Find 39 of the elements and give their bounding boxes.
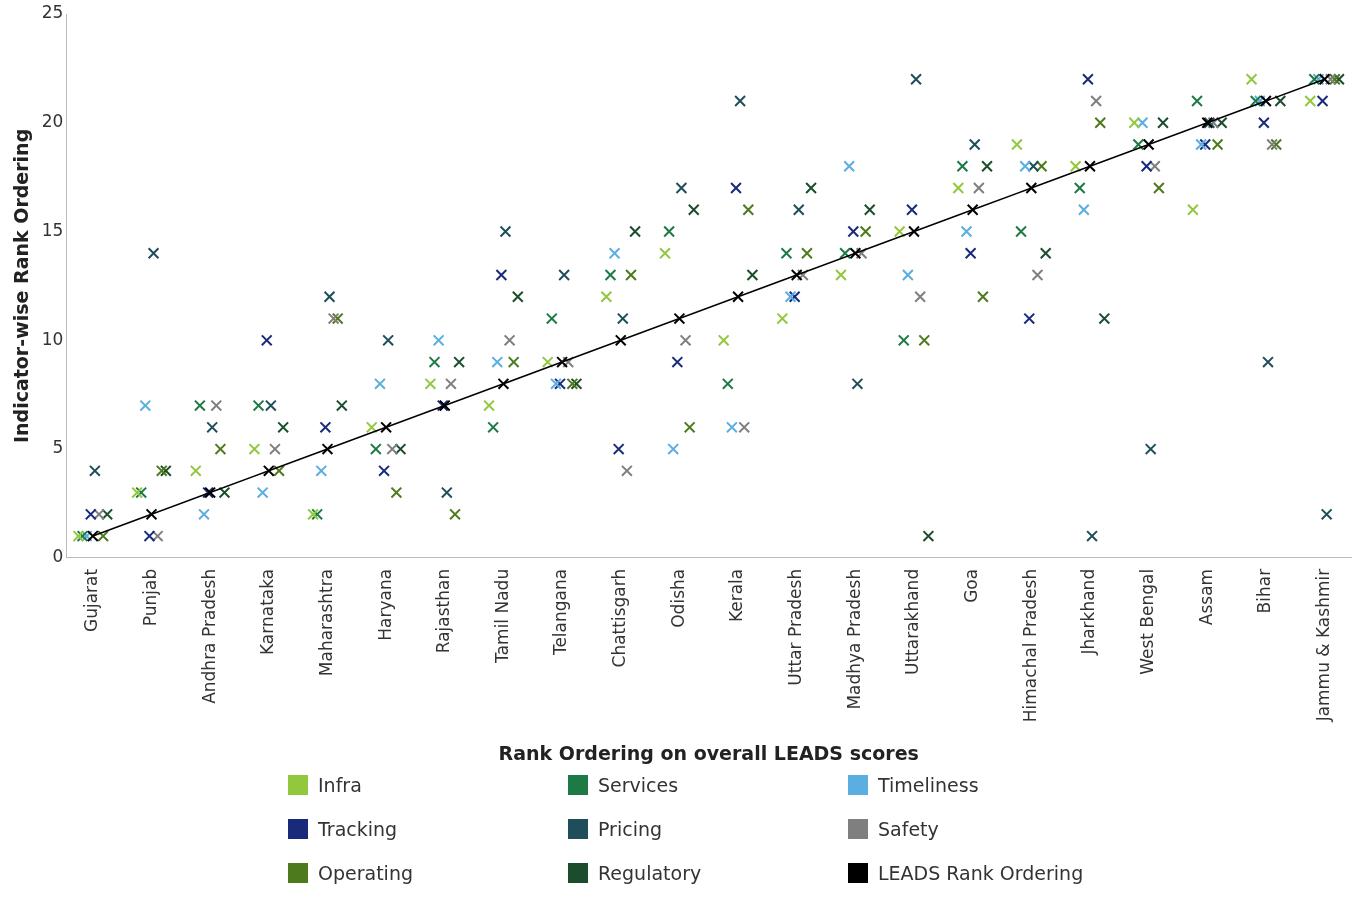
x-tick-label: Telangana — [550, 568, 571, 657]
x-tick-label: Jammu & Kashmir — [1313, 568, 1334, 723]
x-tick-label: Punjab — [139, 568, 160, 627]
legend-label: Timeliness — [878, 774, 979, 796]
x-tick-label: Kerala — [726, 568, 747, 623]
legend-label: Services — [598, 774, 679, 796]
legend-label: Regulatory — [598, 862, 702, 884]
x-tick-label: Gujarat — [81, 568, 102, 632]
x-tick-label: Andhra Pradesh — [198, 568, 219, 704]
y-axis-title: Indicator-wise Rank Ordering — [10, 128, 33, 444]
legend-label: LEADS Rank Ordering — [878, 862, 1084, 884]
y-tick-label: 15 — [41, 219, 64, 240]
x-axis-title: Rank Ordering on overall LEADS scores — [498, 741, 919, 764]
x-tick-label: Jharkhand — [1078, 568, 1099, 656]
x-tick-label: Maharashtra — [315, 568, 336, 677]
x-tick-label: Assam — [1195, 568, 1216, 626]
legend-label: Safety — [878, 818, 939, 840]
x-tick-label: West Bengal — [1137, 568, 1158, 675]
x-tick-label: Himachal Pradesh — [1019, 568, 1040, 723]
x-tick-label: Uttar Pradesh — [785, 568, 806, 686]
y-tick-label: 20 — [41, 111, 64, 132]
x-tick-label: Bihar — [1254, 568, 1275, 614]
legend-label: Tracking — [318, 818, 398, 840]
legend-label: Pricing — [598, 818, 663, 840]
y-tick-label: 25 — [41, 2, 64, 23]
x-tick-label: Tamil Nadu — [491, 568, 512, 664]
x-tick-label: Uttarakhand — [902, 568, 923, 676]
x-tick-label: Rajasthan — [433, 568, 454, 654]
x-tick-label: Goa — [961, 568, 982, 603]
x-tick-label: Karnataka — [257, 568, 278, 656]
x-tick-label: Chattisgarh — [609, 568, 630, 668]
x-tick-label: Odisha — [667, 568, 688, 628]
legend-label: Infra — [318, 774, 362, 796]
y-tick-label: 10 — [41, 328, 64, 349]
x-tick-label: Haryana — [374, 568, 395, 641]
legend-label: Operating — [318, 862, 413, 884]
y-tick-label: 0 — [52, 546, 64, 567]
y-tick-label: 5 — [52, 437, 64, 458]
x-tick-label: Madhya Pradesh — [843, 568, 864, 710]
